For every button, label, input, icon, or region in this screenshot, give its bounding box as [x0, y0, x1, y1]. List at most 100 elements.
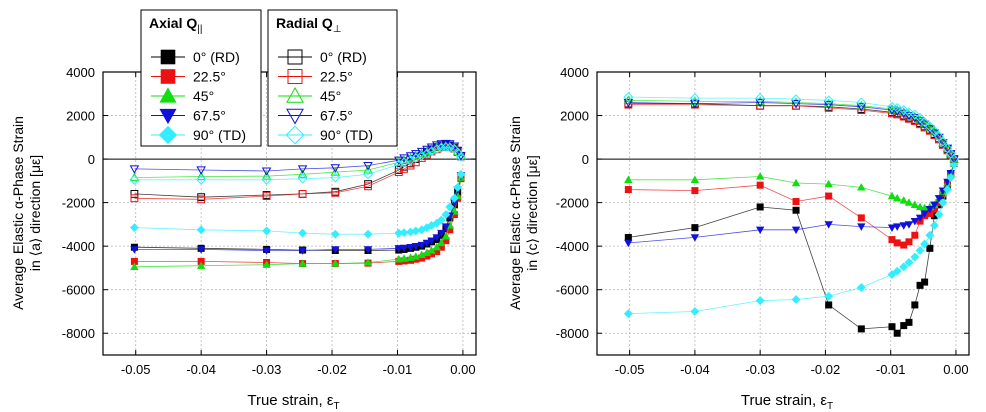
- data-point-axial-90: [920, 239, 930, 249]
- data-point-axial-67-5: [130, 246, 139, 254]
- data-point-axial-67-5: [417, 241, 426, 250]
- series-line-axial-67-5: [134, 175, 462, 251]
- data-point-axial-67-5: [422, 239, 432, 248]
- legend-entry-90: 90° (TD): [320, 127, 373, 143]
- data-point-radial-90: [393, 159, 404, 170]
- data-point-radial-90: [431, 144, 442, 155]
- data-point-axial-22-5: [756, 181, 764, 189]
- x-tick-label: -0.03: [252, 362, 282, 377]
- data-point-radial-67-5: [394, 156, 404, 166]
- data-point-radial-90: [934, 131, 944, 142]
- data-point-radial-90: [405, 155, 416, 166]
- series-axial-45: [130, 173, 466, 271]
- legend-axial: Axial Q|| 0° (RD) 22.5° 45° 67.5° 90° (TD): [140, 9, 262, 147]
- y-axis-label-line2: in ⟨c⟩ direction [με]: [524, 155, 540, 271]
- data-point-axial-90: [934, 210, 944, 220]
- data-point-axial-45: [130, 262, 139, 271]
- data-point-axial-90: [196, 225, 206, 235]
- data-point-axial-0: [893, 329, 901, 337]
- data-point-radial-45: [261, 171, 272, 180]
- x-axis-label-main: True strain, ε: [247, 392, 333, 409]
- data-point-axial-0: [888, 323, 896, 331]
- data-point-axial-45: [441, 232, 451, 240]
- data-point-radial-67-5: [755, 98, 765, 108]
- data-point-radial-90: [452, 147, 463, 158]
- data-point-radial-22-5: [197, 195, 206, 204]
- series-radial-90: [623, 92, 959, 165]
- data-point-axial-67-5: [899, 222, 908, 230]
- data-point-axial-67-5: [755, 226, 765, 235]
- data-point-axial-90: [755, 296, 765, 306]
- series-line-axial-22-5: [628, 163, 955, 246]
- data-point-axial-67-5: [910, 217, 920, 226]
- legend-entry-22-5: 22.5°: [320, 69, 353, 85]
- data-point-axial-45: [196, 261, 206, 269]
- x-tick-label: -0.01: [383, 362, 413, 377]
- y-tick-label: 0: [582, 152, 589, 167]
- data-point-radial-90: [426, 146, 437, 157]
- legend-entry-45: 45°: [320, 88, 341, 104]
- legend-title-main: Axial Q: [149, 15, 197, 31]
- series-axial-67-5: [624, 160, 959, 248]
- data-point-axial-90: [441, 210, 451, 220]
- data-point-axial-90: [943, 185, 952, 194]
- x-tick-label: -0.01: [876, 362, 906, 377]
- data-point-radial-67-5: [129, 165, 140, 174]
- legend-marker-22-5: [160, 69, 176, 84]
- y-tick-label: 2000: [66, 109, 95, 124]
- data-point-radial-67-5: [823, 101, 834, 110]
- data-point-axial-0: [926, 244, 934, 252]
- data-point-radial-67-5: [261, 167, 272, 176]
- y-tick-label: -4000: [556, 239, 589, 254]
- x-axis-label: True strain, εT: [741, 392, 833, 412]
- legend-title-sub: ||: [197, 24, 202, 35]
- data-point-radial-67-5: [363, 162, 373, 171]
- data-point-axial-67-5: [331, 246, 340, 254]
- data-point-axial-90: [915, 246, 925, 255]
- data-point-axial-90: [449, 193, 459, 203]
- y-axis-label-line2: in ⟨a⟩ direction [με]: [27, 155, 43, 271]
- data-point-radial-90: [791, 94, 802, 105]
- data-point-radial-90: [909, 109, 920, 120]
- data-point-axial-90: [824, 291, 834, 301]
- y-tick-label: 4000: [66, 65, 95, 80]
- data-point-axial-90: [946, 173, 956, 183]
- x-axis-label: True strain, εT: [247, 392, 339, 412]
- data-point-axial-67-5: [893, 223, 902, 231]
- data-point-axial-45: [399, 254, 409, 262]
- legend-title: Radial Q⊥: [276, 15, 342, 35]
- data-point-axial-0: [792, 206, 800, 214]
- x-axis-label-main: True strain, ε: [741, 392, 827, 409]
- data-point-axial-90: [910, 252, 920, 262]
- data-point-axial-90: [690, 307, 700, 316]
- legend-radial: Radial Q⊥ 0° (RD) 22.5° 45° 67.5° 90° (TD): [267, 9, 398, 147]
- data-point-axial-90: [904, 258, 914, 267]
- data-point-radial-67-5: [405, 152, 416, 161]
- data-point-axial-67-5: [915, 214, 925, 223]
- y-axis-label: Average Elastic α-Phase Strain in ⟨c⟩ dir…: [507, 116, 540, 310]
- data-point-axial-22-5: [691, 187, 699, 195]
- series-axial-0: [130, 172, 465, 255]
- data-point-axial-90: [938, 198, 948, 208]
- data-point-axial-22-5: [825, 192, 833, 200]
- legend-marker-22-5: [287, 69, 303, 84]
- data-point-axial-45: [893, 193, 902, 202]
- data-point-axial-45: [791, 178, 801, 187]
- data-point-radial-90: [261, 174, 272, 185]
- series-radial-45: [623, 95, 959, 163]
- data-point-axial-0: [691, 224, 699, 232]
- legend-marker-67-5: [286, 108, 304, 125]
- data-point-radial-90: [755, 93, 766, 104]
- data-point-radial-90: [823, 95, 834, 106]
- data-point-axial-90: [363, 229, 373, 239]
- data-point-radial-67-5: [945, 150, 956, 159]
- data-point-axial-0: [921, 278, 929, 286]
- data-point-radial-67-5: [934, 133, 944, 143]
- data-point-axial-90: [436, 215, 446, 225]
- data-point-axial-67-5: [432, 234, 441, 242]
- x-tick-label: -0.02: [811, 362, 841, 377]
- y-tick-label: -6000: [62, 283, 95, 298]
- data-point-axial-45: [437, 238, 446, 247]
- legend-entry-67-5: 67.5°: [193, 108, 226, 124]
